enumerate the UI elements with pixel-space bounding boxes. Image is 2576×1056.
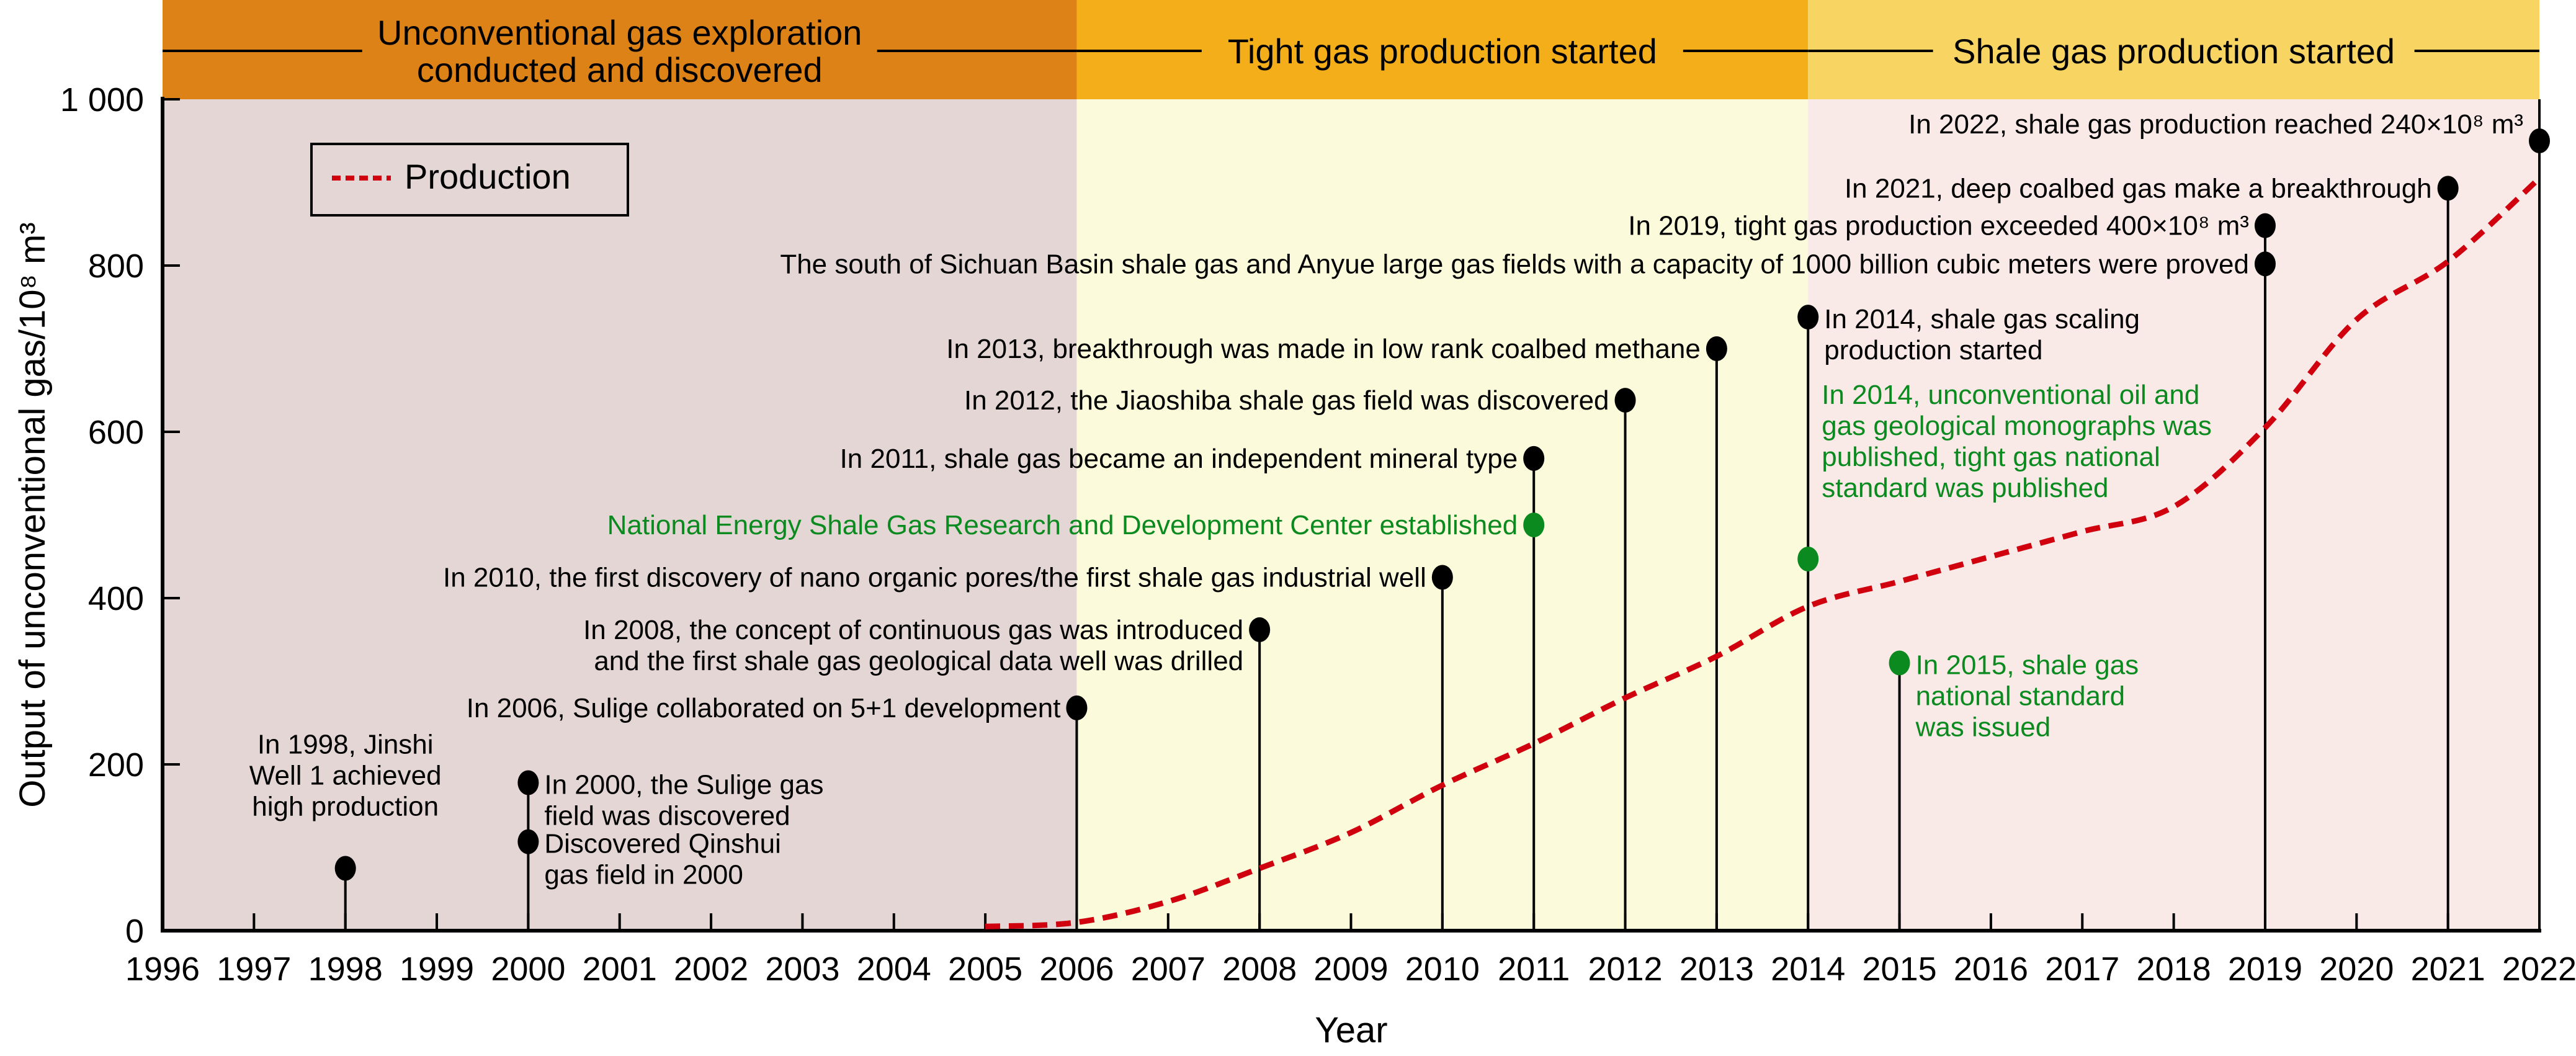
production-line xyxy=(985,176,2542,929)
event-annotation: The south of Sichuan Basin shale gas and… xyxy=(780,249,2249,279)
event-markers xyxy=(334,128,2550,881)
y-tick-label: 600 xyxy=(88,414,144,451)
x-tick-label: 2005 xyxy=(948,951,1022,988)
x-tick-label: 1999 xyxy=(400,951,474,988)
legend: Production xyxy=(310,143,629,217)
x-tick-label: 2012 xyxy=(1588,951,1662,988)
y-tick-label: 800 xyxy=(88,248,144,285)
event-annotation: In 2022, shale gas production reached 24… xyxy=(1908,109,2523,140)
event-marker xyxy=(1249,617,1271,642)
x-tick-label: 1998 xyxy=(308,951,383,988)
x-tick-label: 2022 xyxy=(2502,951,2576,988)
event-annotation: In 2014, unconventional oil and xyxy=(1822,380,2199,410)
event-annotation: In 2012, the Jiaoshiba shale gas field w… xyxy=(964,385,1609,416)
x-tick-label: 2013 xyxy=(1679,951,1754,988)
phase-backgrounds xyxy=(163,99,2539,931)
event-marker xyxy=(517,770,539,795)
x-tick-label: 2007 xyxy=(1131,951,1205,988)
x-tick-label: 2017 xyxy=(2045,951,2119,988)
event-annotation: was issued xyxy=(1915,712,2051,743)
event-annotation: field was discovered xyxy=(544,800,790,831)
event-annotation: Well 1 achieved xyxy=(249,761,442,791)
x-tick-label: 2002 xyxy=(674,951,748,988)
event-marker xyxy=(2254,251,2276,277)
event-marker xyxy=(1523,512,1545,538)
event-annotation: In 2013, breakthrough was made in low ra… xyxy=(946,334,1701,364)
event-annotation: national standard xyxy=(1916,681,2126,712)
event-marker xyxy=(1889,650,1910,676)
event-marker xyxy=(2254,213,2276,238)
x-tick-label: 2019 xyxy=(2228,951,2302,988)
event-marker xyxy=(1797,305,1819,330)
x-tick-label: 1996 xyxy=(125,951,200,988)
event-annotation: In 2006, Sulige collaborated on 5+1 deve… xyxy=(467,693,1061,723)
phase-band-title: Shale gas production started xyxy=(1952,32,2395,71)
event-marker xyxy=(1431,565,1453,590)
x-tick-label: 2009 xyxy=(1313,951,1388,988)
phase-band-title: conducted and discovered xyxy=(417,50,823,89)
event-annotation: high production xyxy=(252,792,439,822)
x-tick-label: 2020 xyxy=(2319,951,2394,988)
phase-band-title: Unconventional gas exploration xyxy=(377,13,862,52)
x-tick-label: 2010 xyxy=(1405,951,1480,988)
x-tick-label: 2003 xyxy=(765,951,839,988)
event-annotation: and the first shale gas geological data … xyxy=(594,646,1243,676)
event-annotation: In 1998, Jinshi xyxy=(257,730,434,760)
event-annotation: In 2011, shale gas became an independent… xyxy=(840,444,1518,474)
legend-label-production: Production xyxy=(405,157,571,196)
y-tick-label: 0 xyxy=(125,913,144,950)
x-tick-label: 2016 xyxy=(1954,951,2028,988)
event-marker xyxy=(1066,695,1088,720)
x-tick-label: 2021 xyxy=(2411,951,2485,988)
x-tick-label: 2018 xyxy=(2137,951,2211,988)
event-marker xyxy=(1614,388,1636,413)
event-annotation: In 2010, the first discovery of nano org… xyxy=(443,563,1426,593)
event-marker xyxy=(1523,445,1545,471)
x-tick-label: 2001 xyxy=(583,951,657,988)
event-annotation: standard was published xyxy=(1822,473,2108,503)
legend-box xyxy=(310,143,629,217)
event-marker xyxy=(1706,336,1727,361)
x-tick-label: 2015 xyxy=(1863,951,1937,988)
y-tick-label: 200 xyxy=(88,746,144,784)
event-annotation: published, tight gas national xyxy=(1822,442,2160,472)
event-marker xyxy=(1797,547,1819,572)
x-tick-label: 2011 xyxy=(1498,951,1570,988)
event-marker xyxy=(2437,176,2459,201)
x-tick-label: 2000 xyxy=(491,951,565,988)
x-tick-label: 2006 xyxy=(1039,951,1114,988)
event-annotation: National Energy Shale Gas Research and D… xyxy=(607,510,1518,540)
production-series xyxy=(985,176,2542,929)
event-marker xyxy=(517,829,539,854)
event-annotation: In 2021, deep coalbed gas make a breakth… xyxy=(1845,173,2432,204)
x-tick-label: 2004 xyxy=(857,951,931,988)
y-axis-title: Output of unconventional gas/10⁸ m³ xyxy=(12,222,53,807)
phase-background-3 xyxy=(1808,99,2539,931)
x-axis-title: Year xyxy=(1315,1010,1387,1050)
x-tick-label: 2014 xyxy=(1771,951,1845,988)
y-tick-label: 400 xyxy=(88,580,144,617)
axes: 0 200 400 600 800 1 000 1996 1997 1998 1999 2000 20… xyxy=(60,81,2576,988)
event-annotation: In 2014, shale gas scaling xyxy=(1824,304,2140,334)
event-annotation: In 2000, the Sulige gas xyxy=(544,769,823,800)
event-annotation: gas geological monographs was xyxy=(1822,411,2212,441)
event-annotation: In 2015, shale gas xyxy=(1916,650,2139,681)
x-tick-label: 2008 xyxy=(1222,951,1297,988)
event-marker xyxy=(334,856,356,881)
y-tick-label: 1 000 xyxy=(60,81,144,119)
event-marker xyxy=(2529,128,2550,153)
event-annotation: In 2019, tight gas production exceeded 4… xyxy=(1628,211,2249,241)
event-annotation: Discovered Qinshui xyxy=(544,829,781,859)
event-annotation: production started xyxy=(1824,335,2042,365)
phase-header-bands: Unconventional gas explorationconducted … xyxy=(163,0,2539,99)
phase-background-1 xyxy=(163,99,1077,931)
event-annotation: In 2008, the concept of continuous gas w… xyxy=(583,615,1243,645)
event-annotation: gas field in 2000 xyxy=(544,860,743,890)
phase-band-title: Tight gas production started xyxy=(1228,32,1657,71)
x-tick-label: 1997 xyxy=(217,951,291,988)
